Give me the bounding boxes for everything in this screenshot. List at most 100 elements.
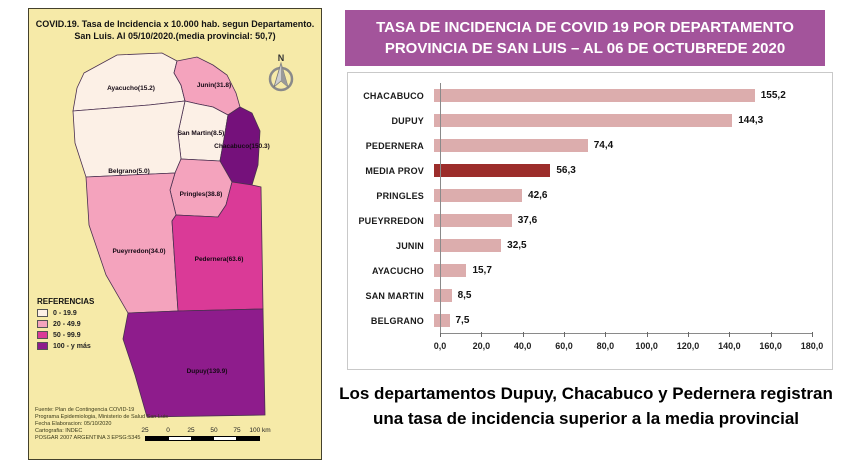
map-region-label-chacabuco: Chacabuco(150.3)	[214, 143, 270, 150]
map-region-ayacucho	[72, 52, 186, 112]
x-axis-tick-label: 20,0	[472, 341, 491, 351]
scale-label-4: 75	[233, 427, 241, 434]
chart-row-pueyrredon: PUEYRREDON 37,6	[348, 208, 832, 233]
scale-label-3: 50	[210, 427, 218, 434]
compass-icon: N	[268, 53, 294, 92]
map-scale-bar: 25 0 25 50 75 100 km	[141, 427, 275, 441]
caption-line2: una tasa de incidencia superior a la med…	[372, 408, 800, 428]
y-axis-line	[440, 83, 441, 333]
category-label: PEDERNERA	[365, 140, 424, 151]
category-label: PUEYRREDON	[358, 215, 424, 226]
x-axis-tick-label: 160,0	[759, 341, 782, 351]
chart-row-junin: JUNIN 32,5	[348, 233, 832, 258]
map-region-label-belgrano: Belgrano(5.0)	[108, 168, 150, 175]
map-title: COVID.19. Tasa de Incidencia x 10.000 ha…	[29, 9, 321, 42]
bar-value-label: 56,3	[556, 165, 576, 176]
map-region-label-pueyrredon: Pueyrredon(34.0)	[112, 248, 165, 255]
map-region-label-san-martin: San Martin(8.5)	[178, 130, 225, 137]
scale-label-0: 25	[141, 427, 149, 434]
chart-row-pedernera: PEDERNERA 74,4	[348, 133, 832, 158]
bar-media-prov	[434, 164, 551, 177]
map-region-label-pringles: Pringles(38.8)	[180, 191, 223, 198]
map-region-pedernera	[171, 181, 264, 312]
map-title-line1: COVID.19. Tasa de Incidencia x 10.000 ha…	[35, 19, 315, 29]
bar-value-label: 32,5	[507, 240, 527, 251]
scale-segment-4	[236, 437, 259, 440]
category-label: CHACABUCO	[363, 90, 424, 101]
x-axis-tick-label: 100,0	[635, 341, 658, 351]
legend-title: REFERENCIAS	[37, 297, 95, 306]
map-region-label-junin: Junin(31.8)	[197, 82, 231, 89]
choropleth-map: Ayacucho(15.2) Junin(31.8) San Martin(8.5)…	[72, 52, 294, 418]
chart-row-chacabuco: CHACABUCO 155,2	[348, 83, 832, 108]
x-axis-tick	[440, 332, 441, 337]
x-axis-tick-label: 40,0	[513, 341, 532, 351]
x-axis-tick-label: 140,0	[718, 341, 741, 351]
caption-line1: Los departamentos Dupuy, Chacabuco y Ped…	[339, 384, 833, 403]
bar-pedernera	[434, 139, 588, 152]
legend-item-2: 50 - 99.9	[37, 331, 94, 339]
map-region-dupuy	[122, 308, 266, 418]
legend-label-3: 100 - y más	[53, 342, 91, 350]
bar-pueyrredon	[434, 214, 512, 227]
chart-row-san-martin: SAN MARTIN 8,5	[348, 283, 832, 308]
x-axis-tick-label: 120,0	[676, 341, 700, 351]
category-label: AYACUCHO	[372, 265, 424, 276]
bar-value-label: 7,5	[455, 315, 470, 326]
bar-junin	[434, 239, 502, 252]
scale-segment-3	[213, 437, 237, 440]
scale-segment-1	[168, 437, 192, 440]
chart-title-line1: TASA DE INCIDENCIA DE COVID 19 POR DEPAR…	[376, 19, 794, 36]
chart-row-pringles: PRINGLES 42,6	[348, 183, 832, 208]
x-axis-tick	[564, 332, 565, 337]
chart-row-media-prov: MEDIA PROV 56,3	[348, 158, 832, 183]
map-title-line2: San Luis. Al 05/10/2020.(media provincia…	[74, 31, 276, 42]
bar-value-label: 144,3	[738, 115, 764, 126]
legend-label-2: 50 - 99.9	[53, 331, 81, 339]
bar-chacabuco	[434, 89, 755, 102]
chart-row-dupuy: DUPUY 144,3	[348, 108, 832, 133]
scale-label-5: 100 km	[249, 427, 271, 434]
x-axis-tick	[646, 332, 648, 337]
bar-chart: CHACABUCO 155,2 DUPUY 144,3 PEDERNERA 74,4 MED…	[347, 72, 833, 370]
category-label: BELGRANO	[370, 315, 424, 326]
bar-pringles	[434, 189, 523, 202]
source-line-4: POSGAR 2007 ARGENTINA 3 EPSG:5345	[35, 434, 141, 441]
map-region-label-ayacucho: Ayacucho(15.2)	[107, 85, 155, 92]
x-axis-tick-label: 80,0	[596, 341, 615, 351]
bar-belgrano	[434, 314, 450, 327]
source-line-2: Fecha Elaboracion: 05/10/2020	[35, 420, 112, 427]
map-region-chacabuco	[219, 106, 261, 186]
x-axis-tick	[605, 332, 607, 337]
x-axis-tick-label: 180,0	[800, 341, 824, 351]
category-label: PRINGLES	[376, 190, 424, 201]
map-region-pueyrredon	[85, 172, 179, 314]
x-axis-tick	[770, 332, 772, 337]
category-label: SAN MARTIN	[365, 290, 424, 301]
x-axis-tick	[688, 332, 689, 337]
legend-swatch-0	[37, 309, 48, 317]
x-axis-tick-label: 60,0	[555, 341, 573, 351]
map-region-pringles	[169, 158, 233, 218]
legend-swatch-1	[37, 320, 48, 328]
bar-san-martin	[434, 289, 452, 302]
category-label: DUPUY	[391, 115, 424, 126]
svg-text:N: N	[278, 53, 285, 63]
x-axis-tick	[729, 332, 731, 337]
legend-item-3: 100 - y más	[37, 342, 94, 350]
map-region-label-pedernera: Pedernera(63.6)	[195, 256, 244, 263]
chart-caption: Los departamentos Dupuy, Chacabuco y Ped…	[336, 382, 836, 431]
bar-value-label: 37,6	[517, 215, 538, 226]
legend-label-0: 0 - 19.9	[53, 309, 77, 317]
bar-value-label: 74,4	[593, 140, 614, 151]
scale-segment-0	[146, 437, 169, 440]
bar-dupuy	[434, 114, 733, 127]
source-line-0: Fuente: Plan de Contingencia COVID-19	[35, 407, 135, 413]
source-line-1: Programa Epidemiologia, Ministerio de Sa…	[35, 413, 168, 420]
category-label: MEDIA PROV	[365, 165, 424, 176]
map-legend: REFERENCIAS 0 - 19.9 20 - 49.9 50 - 99.9 10…	[37, 297, 94, 353]
x-axis-tick	[812, 332, 813, 337]
bar-value-label: 42,6	[528, 190, 548, 201]
chart-title-banner: TASA DE INCIDENCIA DE COVID 19 POR DEPAR…	[345, 10, 825, 66]
legend-swatch-3	[37, 342, 48, 350]
